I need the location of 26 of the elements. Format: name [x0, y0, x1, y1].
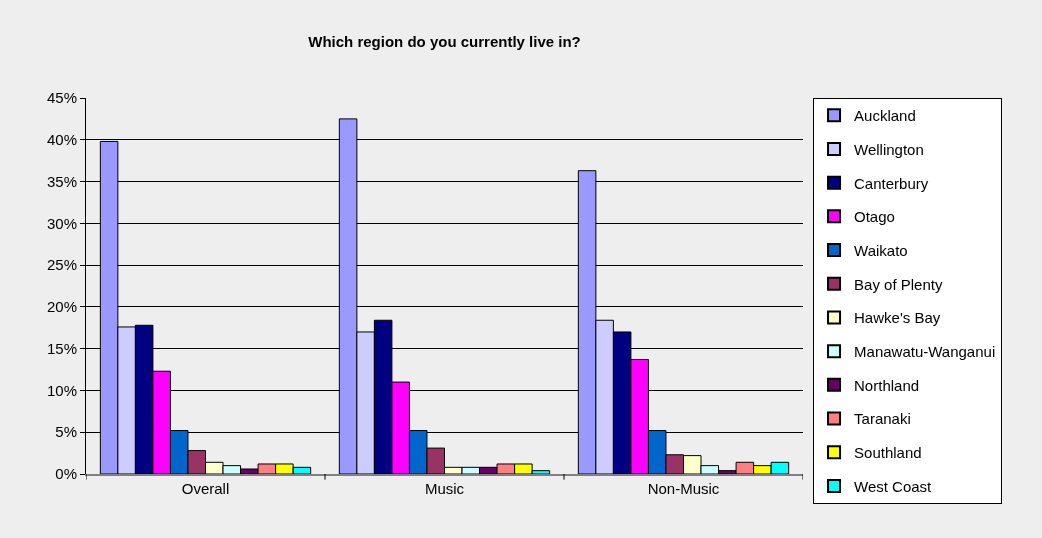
legend-label: Bay of Plenty	[854, 275, 943, 293]
legend-label: Otago	[854, 208, 895, 226]
y-tick-label: 25%	[46, 256, 77, 274]
legend-label: Auckland	[854, 107, 916, 125]
y-tick-label: 5%	[55, 423, 77, 441]
y-tick-label: 40%	[46, 131, 77, 149]
legend-label: Hawke's Bay	[854, 309, 941, 327]
legend-label: Southland	[854, 444, 922, 462]
x-tick-label: Non-Music	[647, 480, 720, 497]
y-tick-label: 0%	[55, 465, 77, 483]
y-tick-label: 45%	[46, 89, 77, 107]
y-tick-label: 10%	[46, 381, 77, 399]
x-tick-label: Music	[424, 480, 465, 497]
y-tick-label: 20%	[46, 298, 77, 316]
y-tick-label: 35%	[46, 172, 77, 190]
legend-label: Canterbury	[854, 174, 929, 192]
x-tick-label: Overall	[181, 480, 230, 497]
legend-label: West Coast	[854, 477, 933, 495]
chart-title: Which region do you currently live in?	[308, 33, 581, 51]
legend-label: Manawatu-Wanganui	[854, 343, 996, 360]
y-tick-label: 15%	[46, 339, 77, 357]
legend-label: Waikato	[854, 241, 908, 259]
legend-label: Wellington	[854, 140, 924, 158]
y-tick-label: 30%	[46, 214, 77, 232]
legend-label: Northland	[854, 376, 920, 394]
legend-label: Taranaki	[854, 410, 911, 428]
